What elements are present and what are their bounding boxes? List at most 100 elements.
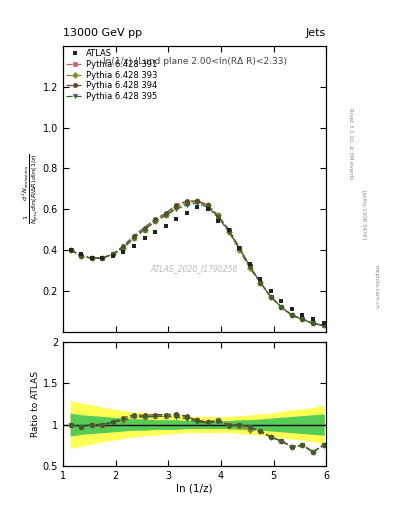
Pythia 6.428 394: [79, 253, 84, 259]
Pythia 6.428 391: [132, 234, 136, 241]
ATLAS: [142, 234, 147, 241]
Pythia 6.428 391: [226, 226, 231, 232]
Pythia 6.428 391: [79, 253, 84, 259]
Pythia 6.428 395: [152, 219, 157, 225]
Pythia 6.428 395: [68, 247, 73, 253]
Pythia 6.428 395: [195, 200, 200, 206]
Pythia 6.428 391: [110, 251, 115, 257]
Pythia 6.428 394: [142, 224, 147, 230]
Line: Pythia 6.428 395: Pythia 6.428 395: [69, 201, 326, 328]
Pythia 6.428 394: [132, 232, 136, 239]
Pythia 6.428 395: [300, 316, 305, 323]
Pythia 6.428 394: [248, 263, 252, 269]
ATLAS: [110, 253, 115, 259]
Pythia 6.428 391: [321, 323, 326, 329]
ATLAS: [68, 247, 73, 253]
Pythia 6.428 391: [90, 255, 94, 261]
ATLAS: [290, 306, 294, 312]
Pythia 6.428 394: [152, 217, 157, 223]
Pythia 6.428 395: [237, 245, 242, 251]
Pythia 6.428 395: [268, 294, 273, 300]
Pythia 6.428 391: [68, 247, 73, 253]
ATLAS: [300, 312, 305, 318]
Pythia 6.428 395: [163, 212, 168, 219]
Pythia 6.428 393: [206, 202, 210, 208]
ATLAS: [237, 245, 242, 251]
Pythia 6.428 391: [121, 245, 126, 251]
Pythia 6.428 394: [258, 280, 263, 286]
Pythia 6.428 395: [132, 234, 136, 241]
Pythia 6.428 393: [237, 247, 242, 253]
Y-axis label: Ratio to ATLAS: Ratio to ATLAS: [31, 371, 40, 437]
ATLAS: [174, 217, 178, 223]
ATLAS: [258, 275, 263, 282]
Pythia 6.428 394: [321, 323, 326, 329]
ATLAS: [100, 255, 105, 261]
Pythia 6.428 393: [90, 255, 94, 261]
Pythia 6.428 391: [216, 212, 220, 219]
Pythia 6.428 395: [311, 321, 316, 327]
Pythia 6.428 394: [311, 321, 316, 327]
Pythia 6.428 395: [321, 323, 326, 329]
Pythia 6.428 391: [237, 245, 242, 251]
Pythia 6.428 391: [258, 280, 263, 286]
Pythia 6.428 393: [68, 247, 73, 253]
Pythia 6.428 391: [311, 321, 316, 327]
Pythia 6.428 394: [226, 226, 231, 232]
Pythia 6.428 393: [321, 323, 326, 329]
Pythia 6.428 391: [100, 255, 105, 261]
Pythia 6.428 391: [152, 219, 157, 225]
Pythia 6.428 393: [184, 200, 189, 206]
Pythia 6.428 395: [216, 215, 220, 221]
ATLAS: [132, 243, 136, 249]
Pythia 6.428 391: [290, 312, 294, 318]
Pythia 6.428 394: [121, 243, 126, 249]
ATLAS: [184, 210, 189, 217]
Text: ATLAS_2020_I1790256: ATLAS_2020_I1790256: [151, 264, 238, 273]
ATLAS: [268, 288, 273, 294]
Pythia 6.428 395: [258, 280, 263, 286]
Pythia 6.428 394: [174, 202, 178, 208]
Pythia 6.428 393: [279, 304, 284, 310]
ATLAS: [311, 316, 316, 323]
Pythia 6.428 393: [268, 294, 273, 300]
ATLAS: [321, 321, 326, 327]
Pythia 6.428 391: [174, 204, 178, 210]
Text: [arXiv:1306.3436]: [arXiv:1306.3436]: [362, 190, 367, 240]
ATLAS: [195, 204, 200, 210]
Pythia 6.428 393: [110, 251, 115, 257]
Text: 13000 GeV pp: 13000 GeV pp: [63, 28, 142, 38]
Pythia 6.428 393: [100, 255, 105, 261]
Pythia 6.428 394: [216, 215, 220, 221]
Pythia 6.428 391: [248, 263, 252, 269]
Legend: ATLAS, Pythia 6.428 391, Pythia 6.428 393, Pythia 6.428 394, Pythia 6.428 395: ATLAS, Pythia 6.428 391, Pythia 6.428 39…: [64, 48, 159, 103]
Pythia 6.428 393: [226, 228, 231, 234]
Pythia 6.428 393: [152, 219, 157, 225]
Pythia 6.428 393: [132, 234, 136, 241]
Pythia 6.428 395: [279, 304, 284, 310]
Pythia 6.428 394: [184, 198, 189, 204]
Pythia 6.428 395: [142, 226, 147, 232]
Pythia 6.428 394: [90, 255, 94, 261]
Pythia 6.428 393: [121, 245, 126, 251]
ATLAS: [216, 219, 220, 225]
Pythia 6.428 395: [290, 312, 294, 318]
Pythia 6.428 393: [216, 212, 220, 219]
Pythia 6.428 393: [258, 280, 263, 286]
Pythia 6.428 395: [226, 228, 231, 234]
Pythia 6.428 391: [195, 198, 200, 204]
Pythia 6.428 394: [268, 294, 273, 300]
Text: Rivet 3.1.10, ≥ 3M events: Rivet 3.1.10, ≥ 3M events: [348, 108, 353, 179]
Pythia 6.428 395: [174, 206, 178, 212]
Pythia 6.428 391: [142, 226, 147, 232]
ATLAS: [90, 255, 94, 261]
Pythia 6.428 393: [142, 226, 147, 232]
Pythia 6.428 395: [206, 204, 210, 210]
Pythia 6.428 395: [79, 253, 84, 259]
Pythia 6.428 393: [174, 204, 178, 210]
ATLAS: [226, 226, 231, 232]
Pythia 6.428 395: [248, 263, 252, 269]
Pythia 6.428 394: [237, 245, 242, 251]
Pythia 6.428 393: [248, 265, 252, 271]
Pythia 6.428 394: [195, 198, 200, 204]
